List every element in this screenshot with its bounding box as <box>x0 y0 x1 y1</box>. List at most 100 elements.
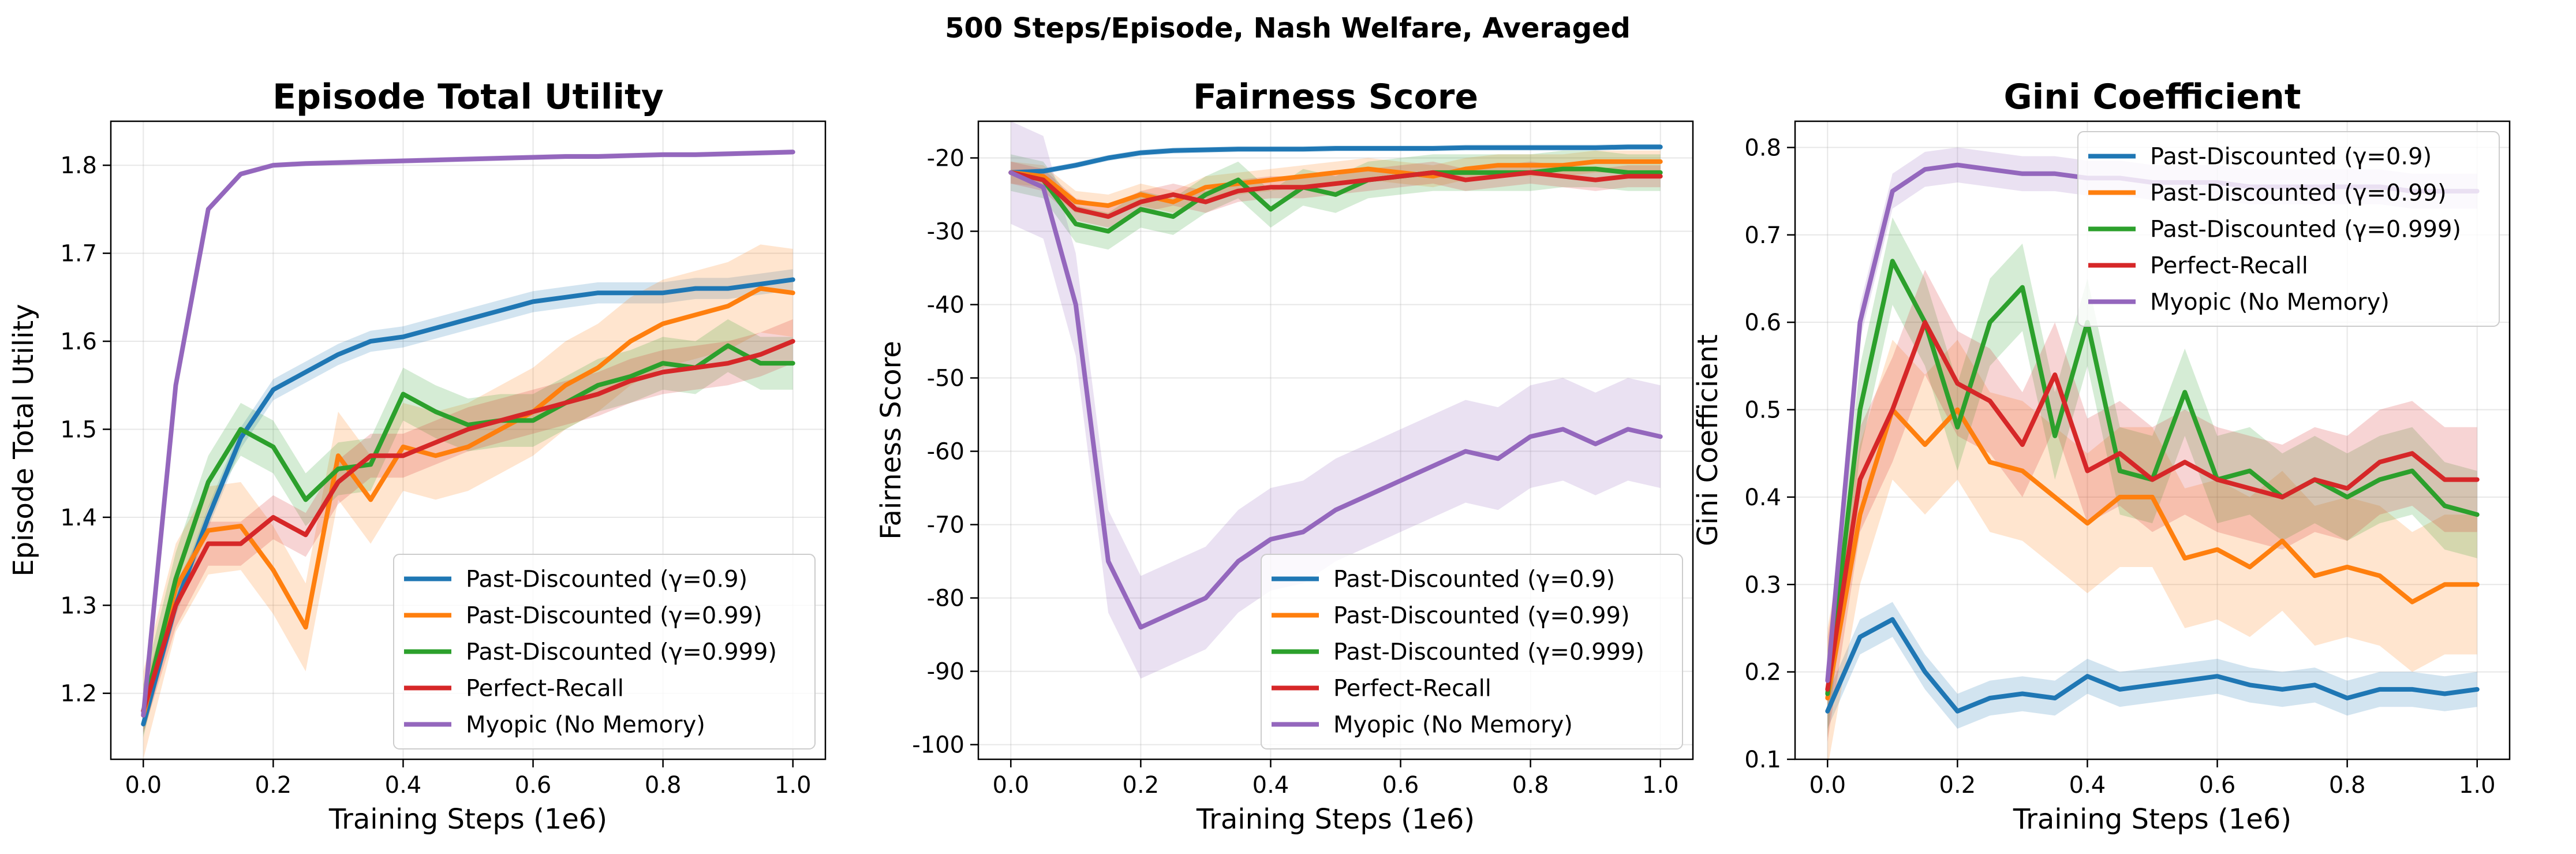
series-line <box>141 343 795 714</box>
y-tick-label: 0.7 <box>1744 222 1781 249</box>
panel-title: Episode Total Utility <box>272 77 664 117</box>
y-axis-label: Episode Total Utility <box>8 304 40 576</box>
legend-label: Past-Discounted (γ=0.99) <box>466 603 762 629</box>
series-line <box>141 339 795 714</box>
y-tick-label: 0.4 <box>1744 484 1781 511</box>
legend-box <box>1261 554 1683 749</box>
x-tick-label: 1.0 <box>1642 772 1679 799</box>
legend-label: Myopic (No Memory) <box>2150 289 2390 316</box>
series-line <box>1008 166 1663 234</box>
panel-1: 0.0 0.2 0.4 0.6 0.8 1.0 1.2 1.3 1.4 1.5 1.6 1.7 1.8 E… <box>8 77 827 836</box>
x-tick-label: 1.0 <box>2459 772 2496 799</box>
y-tick-label: 0.6 <box>1744 309 1781 336</box>
series-line <box>1825 320 2480 692</box>
data-layer <box>1008 121 1663 679</box>
series-line <box>1825 407 2480 700</box>
x-tick-label: 0.0 <box>125 772 162 799</box>
axes-frame <box>977 120 1694 760</box>
x-tick-label: 0.8 <box>2329 772 2366 799</box>
y-tick-label: 1.8 <box>60 152 97 179</box>
legend-box <box>393 554 816 749</box>
y-tick-label: -100 <box>912 732 964 759</box>
series-line <box>1008 170 1663 219</box>
y-tick-label: -70 <box>927 512 964 539</box>
y-tick-label: 1.2 <box>60 681 97 707</box>
y-tick-label: -80 <box>927 586 964 612</box>
y-tick-label: -50 <box>927 366 964 392</box>
panel-title: Fairness Score <box>1193 77 1478 117</box>
y-tick-label: -40 <box>927 292 964 319</box>
x-tick-label: 0.2 <box>255 772 292 799</box>
series-line <box>1008 144 1663 175</box>
legend-label: Past-Discounted (γ=0.99) <box>1333 603 1630 629</box>
y-tick-label: -60 <box>927 439 964 465</box>
x-tick-label: 0.6 <box>1382 772 1419 799</box>
axes-frame <box>1794 120 2511 760</box>
legend-label: Myopic (No Memory) <box>466 712 705 739</box>
panel-3: 0.0 0.2 0.4 0.6 0.8 1.0 0.1 0.2 0.3 0.4 0.5 0.6 0.7 0… <box>1692 77 2511 836</box>
x-tick-label: 0.6 <box>2199 772 2236 799</box>
legend-label: Past-Discounted (γ=0.9) <box>2150 144 2432 170</box>
x-tick-label: 0.4 <box>2069 772 2106 799</box>
y-tick-label: -30 <box>927 219 964 245</box>
x-axis-label: Training Steps (1e6) <box>2013 803 2291 836</box>
legend-label: Perfect-Recall <box>1333 676 1491 702</box>
series-band <box>1011 121 1661 679</box>
y-tick-label: -90 <box>927 659 964 685</box>
x-axis-label: Training Steps (1e6) <box>1196 803 1475 836</box>
series-line <box>141 277 795 726</box>
figure-title: 500 Steps/Episode, Nash Welfare, Average… <box>945 12 1631 44</box>
y-tick-label: 1.7 <box>60 241 97 267</box>
legend-label: Myopic (No Memory) <box>1333 712 1573 739</box>
legend-label: Perfect-Recall <box>2150 253 2308 279</box>
y-tick-label: 1.6 <box>60 329 97 355</box>
y-tick-label: 0.2 <box>1744 659 1781 686</box>
series-band <box>143 244 793 759</box>
x-tick-label: 0.4 <box>385 772 422 799</box>
x-tick-label: 0.0 <box>992 772 1029 799</box>
series-line <box>1825 617 2480 714</box>
series-line <box>141 286 795 718</box>
series-band <box>1827 270 2477 742</box>
y-tick-label: 0.5 <box>1744 397 1781 424</box>
y-axis-label: Gini Coefficient <box>1692 334 1724 546</box>
series-line <box>141 150 795 718</box>
y-tick-label: 1.5 <box>60 416 97 443</box>
y-tick-label: 1.4 <box>60 505 97 531</box>
series-band <box>143 319 793 733</box>
x-tick-label: 0.8 <box>645 772 682 799</box>
legend: Past-Discounted (γ=0.9) Past-Discounted (… <box>2077 131 2500 327</box>
y-tick-label: 1.3 <box>60 592 97 619</box>
x-tick-label: 0.2 <box>1939 772 1976 799</box>
panel-2: 0.0 0.2 0.4 0.6 0.8 1.0 -20 -30 -40 -50 -60 -70 -80 -… <box>875 77 1694 836</box>
legend-label: Past-Discounted (γ=0.9) <box>1333 566 1615 593</box>
legend-label: Perfect-Recall <box>466 676 624 702</box>
legend-label: Past-Discounted (γ=0.999) <box>466 639 777 666</box>
series-line <box>1008 159 1663 208</box>
legend-box <box>2077 131 2500 327</box>
panel-title: Gini Coefficient <box>2003 77 2301 117</box>
y-tick-label: 0.3 <box>1744 572 1781 598</box>
x-tick-label: 0.2 <box>1123 772 1160 799</box>
legend-label: Past-Discounted (γ=0.99) <box>2150 180 2447 207</box>
x-tick-label: 0.4 <box>1253 772 1289 799</box>
grid <box>111 121 825 759</box>
x-tick-label: 0.8 <box>1512 772 1549 799</box>
axes-frame <box>110 120 827 760</box>
legend: Past-Discounted (γ=0.9) Past-Discounted (… <box>393 554 816 749</box>
legend-label: Past-Discounted (γ=0.999) <box>2150 217 2461 243</box>
y-tick-label: -20 <box>927 146 964 172</box>
data-layer <box>141 149 795 759</box>
x-tick-label: 1.0 <box>775 772 812 799</box>
y-tick-label: 0.8 <box>1744 135 1781 161</box>
y-tick-label: 0.1 <box>1744 747 1781 773</box>
x-tick-label: 0.0 <box>1809 772 1846 799</box>
legend-label: Past-Discounted (γ=0.999) <box>1333 639 1644 666</box>
y-axis-label: Fairness Score <box>875 341 907 540</box>
series-line <box>1008 170 1663 630</box>
legend: Past-Discounted (γ=0.9) Past-Discounted (… <box>1261 554 1683 749</box>
x-axis-label: Training Steps (1e6) <box>328 803 607 836</box>
x-tick-label: 0.6 <box>515 772 552 799</box>
legend-label: Past-Discounted (γ=0.9) <box>466 566 747 593</box>
